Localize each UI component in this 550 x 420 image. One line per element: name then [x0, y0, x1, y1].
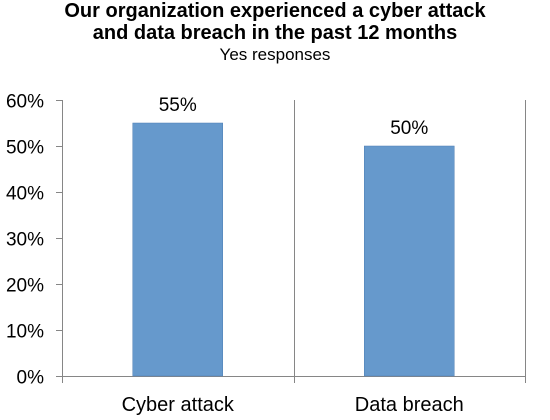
y-tick-label: 60%: [6, 92, 44, 113]
y-tick-label: 40%: [6, 184, 44, 205]
y-tick-label: 30%: [6, 230, 44, 251]
x-category-label: Cyber attack: [122, 394, 235, 416]
x-category-label: Data breach: [355, 394, 464, 416]
data-label: 55%: [159, 95, 197, 116]
y-tick-label: 50%: [6, 138, 44, 159]
chart-title-block: Our organization experienced a cyber att…: [0, 0, 550, 65]
chart-title-line-2: and data breach in the past 12 months: [92, 22, 458, 44]
bar-data-breach: [364, 145, 455, 377]
chart-subtitle: Yes responses: [219, 45, 331, 64]
y-tick-label: 20%: [6, 276, 44, 297]
y-tick-label: 10%: [6, 322, 44, 343]
y-tick-label: 0%: [17, 368, 45, 389]
chart-title: Our organization experienced a cyber att…: [0, 0, 550, 44]
data-label: 50%: [390, 118, 428, 139]
bar-cyber-attack: [132, 122, 223, 377]
chart-title-line-1: Our organization experienced a cyber att…: [64, 0, 486, 22]
